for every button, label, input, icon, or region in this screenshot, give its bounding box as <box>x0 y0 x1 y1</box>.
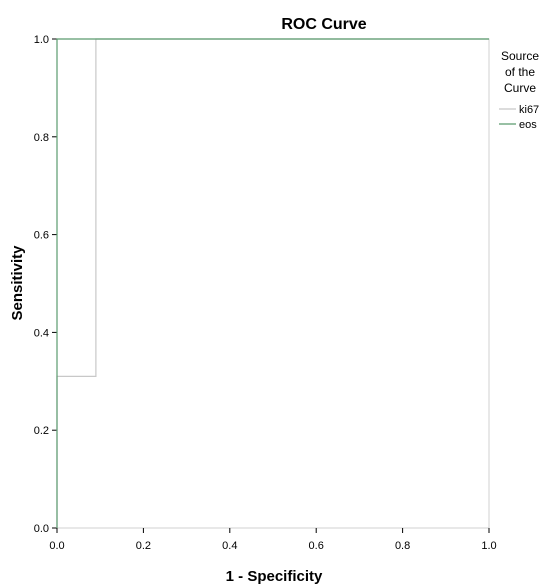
x-tick-label: 0.6 <box>309 540 324 552</box>
y-tick-label: 0.2 <box>34 425 49 437</box>
x-tick-label: 0.0 <box>49 540 64 552</box>
y-axis: 0.0 0.2 0.4 0.6 0.8 1.0 <box>34 34 57 535</box>
series-layer <box>56 38 489 528</box>
legend-items: ki67 eos <box>499 104 539 131</box>
legend: Source of the Curve ki67 eos <box>499 49 539 131</box>
legend-title-line-1: Source <box>501 49 539 63</box>
y-axis-label: Sensitivity <box>9 245 26 321</box>
y-tick-label: 0.6 <box>34 230 49 242</box>
x-tick-label: 1.0 <box>481 540 496 552</box>
x-axis: 0.0 0.2 0.4 0.6 0.8 1.0 <box>49 528 497 552</box>
x-axis-label: 1 - Specificity <box>226 568 323 584</box>
x-tick-label: 0.4 <box>222 540 237 552</box>
legend-label-ki67: ki67 <box>519 104 539 116</box>
legend-label-eos: eos <box>519 119 537 131</box>
y-tick-label: 0.4 <box>34 327 49 339</box>
x-tick-label: 0.2 <box>136 540 151 552</box>
legend-title-line-3: Curve <box>504 81 536 95</box>
y-tick-label: 1.0 <box>34 34 49 46</box>
y-tick-label: 0.8 <box>34 132 49 144</box>
x-tick-label: 0.8 <box>395 540 410 552</box>
chart-title: ROC Curve <box>281 16 366 33</box>
y-tick-label: 0.0 <box>34 523 49 535</box>
series-line-eos <box>56 38 489 528</box>
legend-title-line-2: of the <box>505 65 535 79</box>
